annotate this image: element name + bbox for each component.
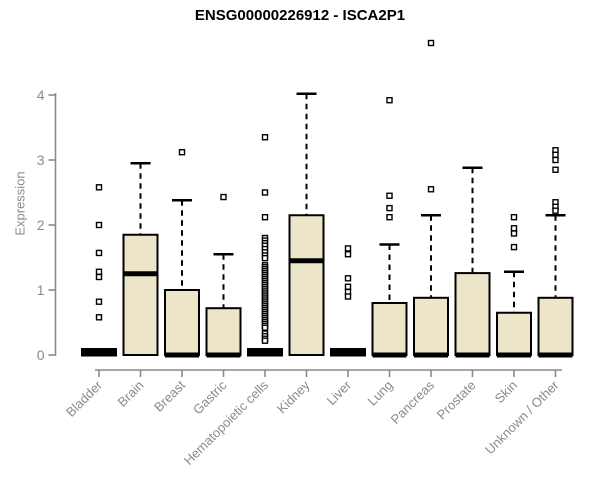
outlier-point	[261, 324, 269, 331]
box-iqr	[122, 233, 159, 356]
outlier-point	[95, 268, 103, 275]
x-tick-label: Kidney	[274, 377, 313, 416]
outlier-point	[261, 134, 269, 141]
x-tick-label: Gastric	[190, 377, 230, 417]
median-line	[289, 258, 324, 264]
outlier-point	[261, 189, 269, 196]
outlier-point	[427, 39, 435, 47]
median-line	[414, 352, 448, 358]
outlier-point	[386, 213, 393, 221]
x-tick-label: Liver	[324, 377, 355, 408]
median-line	[538, 352, 573, 358]
outlier-point	[510, 243, 518, 251]
box-iqr	[413, 296, 449, 356]
collapsed-box	[247, 348, 283, 357]
y-tick-label: 0	[37, 347, 45, 363]
outlier-point	[95, 184, 103, 191]
outlier-point	[95, 298, 103, 305]
outlier-point	[510, 230, 518, 237]
box-iqr	[537, 296, 574, 356]
outlier-point	[178, 148, 186, 156]
box-iqr	[164, 289, 200, 356]
x-tick-label: Pancreas	[388, 377, 438, 427]
outlier-point	[261, 337, 269, 344]
y-tick-label: 4	[37, 87, 45, 103]
box-iqr	[288, 214, 325, 356]
outlier-point	[95, 249, 103, 257]
x-tick-label: Brain	[115, 378, 147, 410]
median-line	[372, 352, 407, 358]
outlier-point	[386, 204, 393, 212]
x-tick-label: Lung	[365, 378, 396, 409]
median-line	[165, 352, 199, 358]
outlier-point	[427, 186, 435, 193]
outlier-point	[386, 192, 393, 199]
outlier-point	[344, 283, 352, 290]
y-tick-label: 3	[37, 152, 45, 168]
x-tick-label: Skin	[492, 378, 520, 406]
outlier-point	[386, 96, 393, 104]
y-tick-label: 2	[37, 217, 45, 233]
outlier-point	[95, 221, 103, 229]
collapsed-box	[330, 348, 366, 357]
box-iqr	[371, 302, 408, 356]
outlier-point	[220, 193, 227, 201]
chart-title: ENSG00000226912 - ISCA2P1	[194, 7, 406, 24]
outlier-point	[95, 314, 103, 321]
outlier-point	[552, 151, 559, 159]
outlier-point	[510, 213, 518, 221]
box-iqr	[496, 311, 532, 356]
outlier-point	[344, 245, 352, 252]
box-iqr	[454, 272, 491, 357]
x-tick-label: Prostate	[434, 378, 479, 423]
x-tick-label: Breast	[151, 377, 188, 414]
median-line	[206, 352, 241, 358]
outlier-point	[510, 225, 518, 232]
outlier-point	[344, 293, 352, 300]
x-tick-label: Unknown / Other	[482, 377, 562, 457]
outlier-point	[552, 207, 559, 214]
outlier-point	[344, 275, 352, 282]
outlier-point	[552, 156, 559, 164]
median-line	[455, 352, 490, 358]
median-line	[497, 352, 531, 358]
outlier-point	[261, 254, 269, 262]
outlier-point	[95, 273, 103, 281]
median-line	[123, 271, 158, 277]
x-tick-label: Bladder	[63, 377, 106, 420]
outlier-point	[261, 213, 269, 221]
outlier-point	[552, 166, 559, 173]
outlier-point	[344, 251, 352, 258]
y-tick-label: 1	[37, 282, 45, 298]
collapsed-box	[81, 348, 117, 357]
box-iqr	[205, 307, 242, 357]
